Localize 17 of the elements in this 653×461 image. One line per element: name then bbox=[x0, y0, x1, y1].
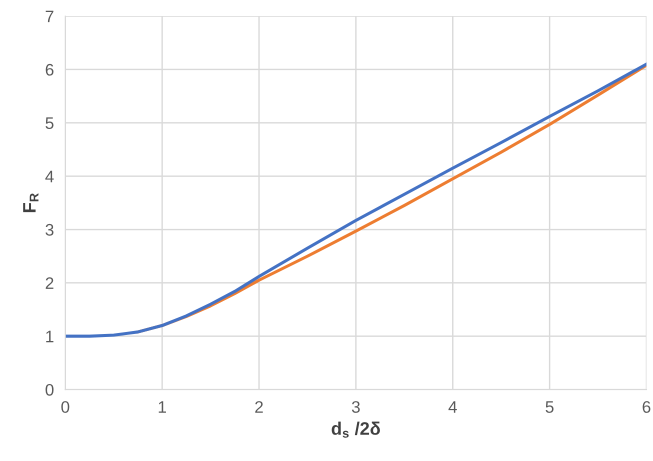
x-tick-label: 0 bbox=[61, 401, 70, 413]
y-axis-title: F$_{R}$ bbox=[23, 193, 38, 212]
x-tick-label: 1 bbox=[158, 401, 166, 413]
y-tick-label: 1 bbox=[46, 330, 54, 342]
y-tick-label: 5 bbox=[46, 117, 54, 130]
y-tick-label: 2 bbox=[46, 277, 54, 289]
y-tick-label: 3 bbox=[46, 224, 54, 236]
y-tick-label: 7 bbox=[46, 10, 54, 22]
x-tick-label: 5 bbox=[546, 401, 554, 413]
x-tick-label: 6 bbox=[642, 401, 650, 413]
y-tick-label: 0 bbox=[46, 384, 54, 396]
x-tick-label: 4 bbox=[448, 401, 457, 413]
x-axis-title: d$_{s}$ /2δ bbox=[332, 422, 380, 438]
x-tick-label: 2 bbox=[255, 401, 263, 413]
y-tick-label: 4 bbox=[45, 170, 54, 182]
y-tick-label: 6 bbox=[46, 64, 54, 76]
x-tick-label: 3 bbox=[352, 401, 360, 413]
